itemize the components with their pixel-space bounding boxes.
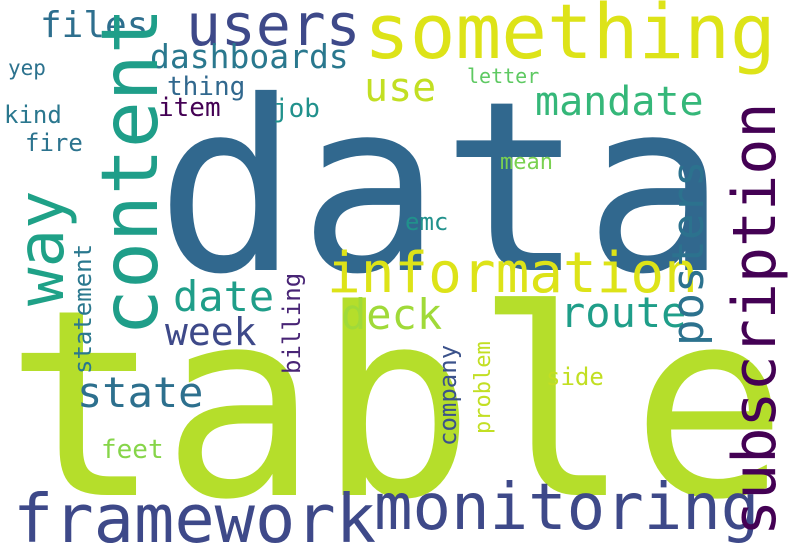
word-something: something: [364, 0, 776, 76]
word-feet: feet: [101, 435, 164, 465]
word-job: job: [273, 94, 320, 124]
word-use: use: [364, 65, 437, 111]
word-emc: emc: [405, 208, 449, 236]
word-data: data: [156, 50, 727, 326]
word-thing: thing: [167, 72, 246, 102]
word-table: table: [5, 255, 788, 557]
word-fire: fire: [25, 129, 83, 157]
word-framework: framework: [13, 480, 377, 558]
word-week: week: [165, 310, 257, 354]
word-dashboards: dashboards: [150, 37, 349, 76]
word-content: content: [86, 7, 176, 336]
word-date: date: [173, 272, 275, 321]
word-yep: yep: [8, 56, 46, 80]
word-kind: kind: [4, 101, 62, 129]
word-route: route: [560, 288, 687, 337]
word-way: way: [5, 190, 79, 306]
word-side: side: [546, 363, 604, 391]
word-information: information: [327, 241, 698, 306]
word-monitoring: monitoring: [374, 471, 760, 545]
word-subscription: subscription: [720, 102, 790, 536]
word-problem: problem: [471, 341, 496, 434]
word-mean: mean: [500, 150, 553, 175]
word-letter: letter: [467, 64, 540, 88]
word-mandate: mandate: [535, 79, 704, 125]
word-files: files: [40, 5, 149, 46]
word-state: state: [77, 368, 204, 417]
word-item: item: [158, 93, 221, 123]
word-company: company: [434, 344, 462, 446]
word-billing: billing: [278, 272, 306, 374]
word-statement: statement: [69, 243, 97, 374]
word-users: users: [186, 0, 361, 59]
word-posters: posters: [663, 160, 714, 346]
word-deck: deck: [341, 290, 443, 339]
